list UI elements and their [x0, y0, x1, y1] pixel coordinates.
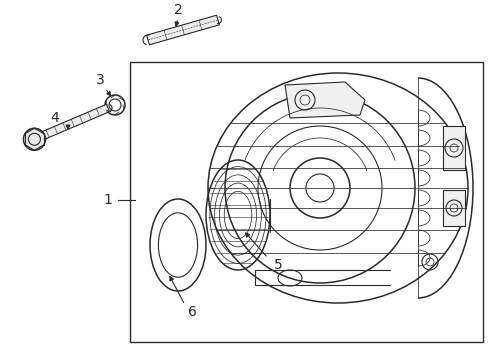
Polygon shape	[39, 104, 110, 140]
Polygon shape	[285, 82, 365, 118]
Polygon shape	[443, 190, 465, 226]
Circle shape	[24, 128, 46, 150]
Text: 5: 5	[273, 258, 282, 272]
Polygon shape	[443, 126, 465, 170]
Polygon shape	[147, 15, 220, 45]
Text: 4: 4	[50, 111, 59, 125]
Text: 6: 6	[188, 305, 196, 319]
Text: 3: 3	[96, 73, 104, 87]
Text: 1: 1	[103, 193, 112, 207]
Text: 2: 2	[173, 3, 182, 17]
Bar	[130, 62, 483, 342]
